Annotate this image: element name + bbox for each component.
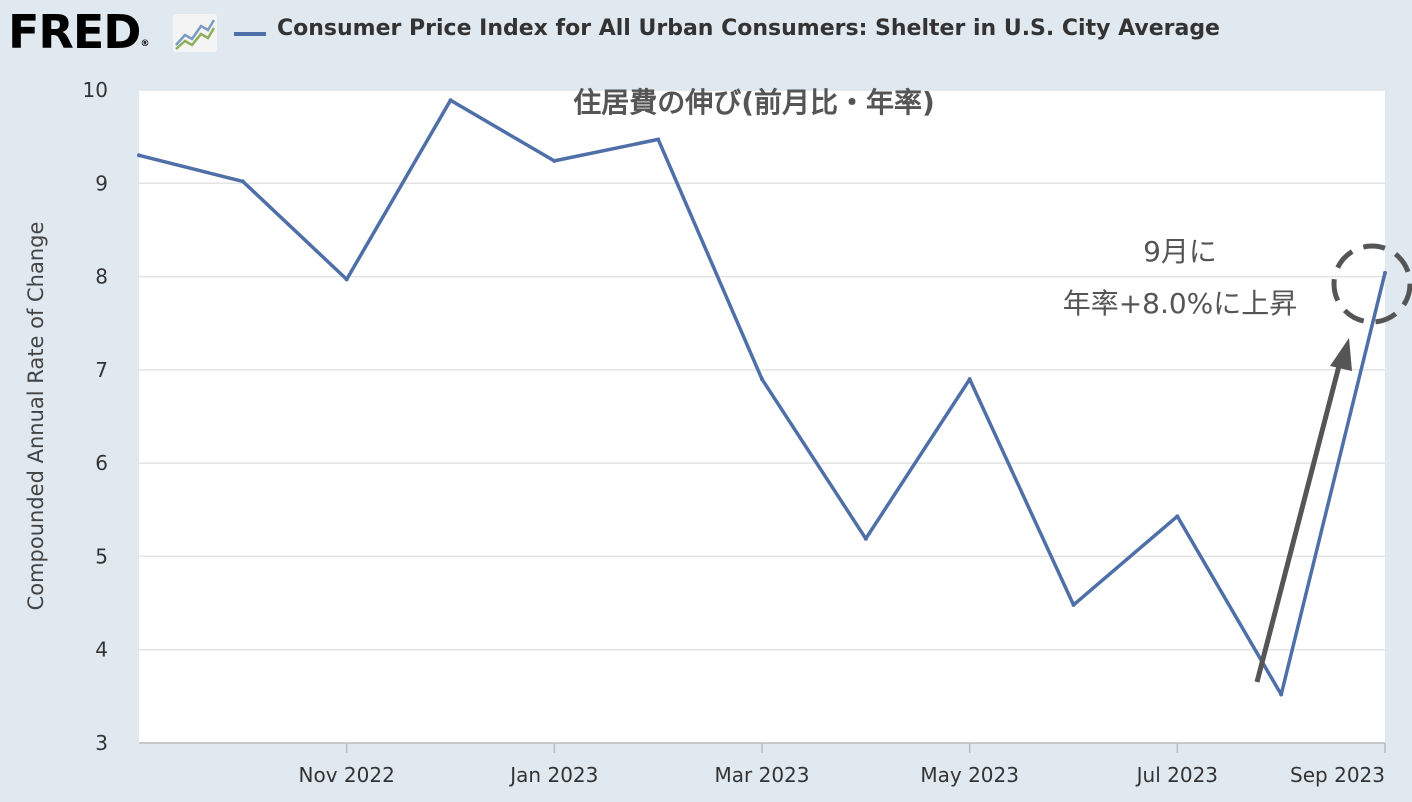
data-point[interactable]	[552, 158, 557, 163]
plot-background	[139, 90, 1385, 743]
data-point[interactable]	[1071, 602, 1076, 607]
data-point[interactable]	[760, 377, 764, 382]
y-axis-label: Compounded Annual Rate of Change	[24, 222, 48, 611]
fred-graph-icon	[173, 14, 217, 52]
x-tick-label: Sep 2023	[1290, 763, 1385, 787]
chart-header: FRED® Consumer Price Index for All Urban…	[0, 0, 1412, 70]
data-point[interactable]	[137, 153, 141, 158]
y-tick-label: 5	[95, 544, 108, 568]
x-axis-ticks: Nov 2022 Jan 2023 Mar 2023 May 2023 Jul 2023…	[299, 743, 1386, 787]
data-point[interactable]	[656, 137, 661, 142]
x-tick-label: Nov 2022	[299, 763, 395, 787]
annotation-dashed-circle	[1331, 243, 1412, 325]
y-tick-label: 3	[95, 731, 108, 755]
x-tick-label: Mar 2023	[715, 763, 810, 787]
data-point[interactable]	[448, 98, 453, 103]
y-axis-ticks: 3 4 5 6 7 8 9 10	[83, 78, 108, 755]
y-tick-label: 10	[83, 78, 108, 102]
logo-registered-mark: ®	[140, 39, 149, 49]
chart-annotation-title: 住居費の伸び(前月比・年率)	[573, 86, 935, 119]
fred-logo[interactable]: FRED®	[8, 4, 149, 72]
series-points	[137, 98, 1387, 697]
logo-text: FRED	[8, 5, 141, 59]
y-tick-label: 6	[95, 451, 108, 475]
x-tick-label: May 2023	[920, 763, 1019, 787]
data-point[interactable]	[1175, 514, 1180, 519]
annotation-line-1: 9月に	[1143, 235, 1217, 268]
data-point[interactable]	[344, 277, 349, 282]
data-point[interactable]	[1279, 692, 1284, 697]
annotation-line-2: 年率+8.0%に上昇	[1063, 287, 1298, 320]
y-tick-label: 9	[95, 171, 108, 195]
annotation-arrow	[1254, 338, 1352, 683]
data-point[interactable]	[863, 536, 868, 541]
legend-line-swatch	[234, 32, 266, 36]
y-tick-label: 4	[95, 638, 108, 662]
x-tick-label: Jul 2023	[1135, 763, 1218, 787]
x-tick-label: Jan 2023	[508, 763, 598, 787]
y-tick-label: 8	[95, 265, 108, 289]
data-point[interactable]	[967, 377, 972, 382]
data-point[interactable]	[240, 179, 245, 184]
y-tick-label: 7	[95, 358, 108, 382]
legend-label[interactable]: Consumer Price Index for All Urban Consu…	[277, 16, 1220, 41]
data-point[interactable]	[1383, 270, 1387, 275]
